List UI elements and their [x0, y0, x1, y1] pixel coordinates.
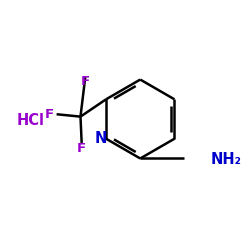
- Text: F: F: [45, 108, 54, 121]
- Text: N: N: [95, 131, 107, 146]
- Text: F: F: [81, 76, 90, 88]
- Text: HCl: HCl: [16, 113, 44, 128]
- Text: F: F: [77, 142, 86, 156]
- Text: NH₂: NH₂: [211, 152, 242, 167]
